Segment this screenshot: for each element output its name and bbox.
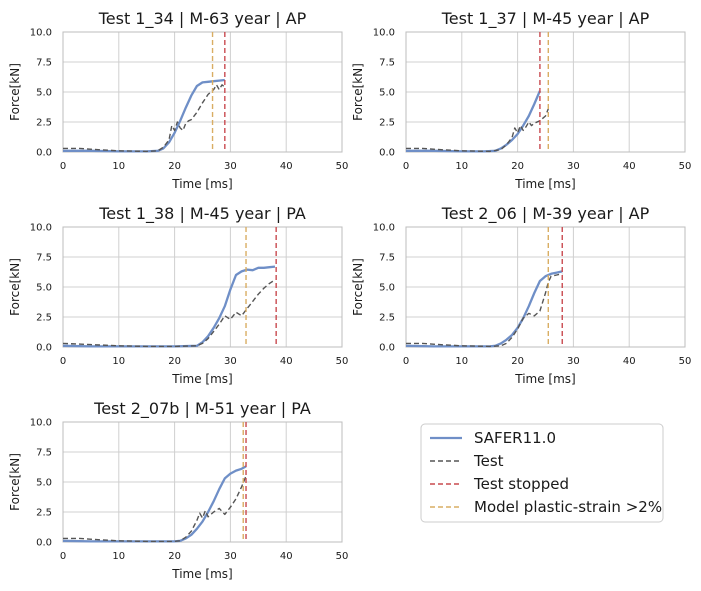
x-tick-label: 40 — [280, 356, 293, 367]
y-tick-label: 2.5 — [36, 313, 52, 324]
x-tick-label: 20 — [168, 356, 181, 367]
x-axis-label: Time [ms] — [171, 372, 233, 386]
x-tick-label: 40 — [280, 161, 293, 172]
x-tick-label: 30 — [224, 356, 237, 367]
x-tick-label: 20 — [168, 551, 181, 562]
x-tick-label: 50 — [336, 551, 349, 562]
axes-frame — [405, 226, 686, 348]
y-tick-label: 7.5 — [36, 448, 52, 459]
x-tick-label: 50 — [336, 356, 349, 367]
series-safer11-line — [63, 78, 225, 153]
subplot-2: 0 10 20 30 40 50 0.0 2.5 5.0 7.5 10.0 Test 1_37 | M… — [351, 9, 691, 191]
y-tick-label: 2.5 — [379, 118, 395, 129]
series-test-line — [62, 279, 276, 348]
y-tick-label: 5.0 — [36, 88, 52, 99]
y-axis-label: Force[kN] — [351, 258, 365, 316]
subplot-title: Test 1_34 | M-63 year | AP — [98, 9, 307, 29]
x-tick-label: 10 — [112, 356, 125, 367]
y-tick-label: 10.0 — [30, 418, 52, 429]
subplot-title: Test 2_07b | M-51 year | PA — [93, 399, 311, 419]
series-test-line — [63, 475, 247, 543]
series-test-line — [406, 273, 563, 348]
y-tick-label: 0.0 — [379, 148, 395, 159]
series-safer11-line — [406, 90, 541, 153]
subplot-1: 0 10 20 30 40 50 0.0 2.5 5.0 7.5 10.0 Test 1_34 | M… — [8, 9, 348, 191]
x-tick-label: 40 — [623, 161, 636, 172]
x-tick-label: 50 — [679, 356, 692, 367]
series-safer11-line — [62, 265, 276, 348]
x-tick-label: 10 — [112, 161, 125, 172]
x-axis-label: Time [ms] — [171, 177, 233, 191]
legend: SAFER11.0 Test Test stopped Model plastic-s… — [420, 423, 664, 523]
axes-frame — [62, 421, 343, 543]
subplot-title: Test 2_06 | M-39 year | AP — [441, 204, 650, 224]
y-tick-label: 10.0 — [373, 223, 395, 234]
x-tick-label: 40 — [280, 551, 293, 562]
y-tick-label: 0.0 — [36, 538, 52, 549]
series-safer11-line — [62, 465, 247, 543]
y-tick-label: 0.0 — [36, 343, 52, 354]
series-safer11-line — [405, 270, 563, 348]
legend-label: Test stopped — [473, 475, 569, 493]
y-tick-label: 0.0 — [379, 343, 395, 354]
x-tick-label: 50 — [336, 161, 349, 172]
subplot-4: 0 10 20 30 40 50 0.0 2.5 5.0 7.5 10.0 Test 2_06 | M… — [351, 204, 691, 386]
x-tick-label: 0 — [403, 356, 409, 367]
y-tick-label: 5.0 — [36, 478, 52, 489]
x-axis-label: Time [ms] — [514, 177, 576, 191]
x-tick-label: 30 — [224, 551, 237, 562]
y-tick-label: 7.5 — [379, 58, 395, 69]
y-tick-label: 2.5 — [36, 508, 52, 519]
legend-label: SAFER11.0 — [474, 429, 556, 447]
y-tick-label: 7.5 — [36, 253, 52, 264]
series-test-line — [63, 84, 226, 153]
x-axis-label: Time [ms] — [514, 372, 576, 386]
x-tick-label: 10 — [455, 161, 468, 172]
x-tick-label: 0 — [60, 356, 66, 367]
y-tick-label: 2.5 — [36, 118, 52, 129]
subplot-5: 0 10 20 30 40 50 0.0 2.5 5.0 7.5 10.0 Test 2_07b | … — [8, 399, 348, 581]
x-tick-label: 30 — [224, 161, 237, 172]
x-tick-label: 0 — [60, 551, 66, 562]
axes-frame — [405, 31, 686, 153]
x-tick-label: 20 — [511, 356, 524, 367]
y-tick-label: 7.5 — [36, 58, 52, 69]
x-tick-label: 20 — [168, 161, 181, 172]
subplot-title: Test 1_37 | M-45 year | AP — [441, 9, 650, 29]
legend-label: Test — [473, 452, 504, 470]
y-tick-label: 2.5 — [379, 313, 395, 324]
x-tick-label: 0 — [60, 161, 66, 172]
y-axis-label: Force[kN] — [8, 63, 22, 121]
x-tick-label: 50 — [679, 161, 692, 172]
y-tick-label: 5.0 — [379, 88, 395, 99]
x-tick-label: 10 — [112, 551, 125, 562]
y-axis-label: Force[kN] — [8, 453, 22, 511]
y-tick-label: 10.0 — [30, 223, 52, 234]
y-axis-label: Force[kN] — [351, 63, 365, 121]
series-test-line — [406, 108, 549, 153]
y-tick-label: 7.5 — [379, 253, 395, 264]
y-tick-label: 10.0 — [373, 28, 395, 39]
x-tick-label: 0 — [403, 161, 409, 172]
x-tick-label: 30 — [567, 356, 580, 367]
x-axis-label: Time [ms] — [171, 567, 233, 581]
axes-frame — [62, 226, 343, 348]
y-tick-label: 0.0 — [36, 148, 52, 159]
axes-frame — [62, 31, 343, 153]
subplot-3: 0 10 20 30 40 50 0.0 2.5 5.0 7.5 10.0 Test 1_38 | M… — [8, 204, 348, 386]
y-tick-label: 5.0 — [379, 283, 395, 294]
legend-label: Model plastic-strain >2% — [474, 498, 662, 516]
x-tick-label: 10 — [455, 356, 468, 367]
subplot-title: Test 1_38 | M-45 year | PA — [98, 204, 306, 224]
x-tick-label: 20 — [511, 161, 524, 172]
x-tick-label: 30 — [567, 161, 580, 172]
y-tick-label: 5.0 — [36, 283, 52, 294]
legend-box — [420, 423, 664, 523]
x-tick-label: 40 — [623, 356, 636, 367]
y-tick-label: 10.0 — [30, 28, 52, 39]
y-axis-label: Force[kN] — [8, 258, 22, 316]
